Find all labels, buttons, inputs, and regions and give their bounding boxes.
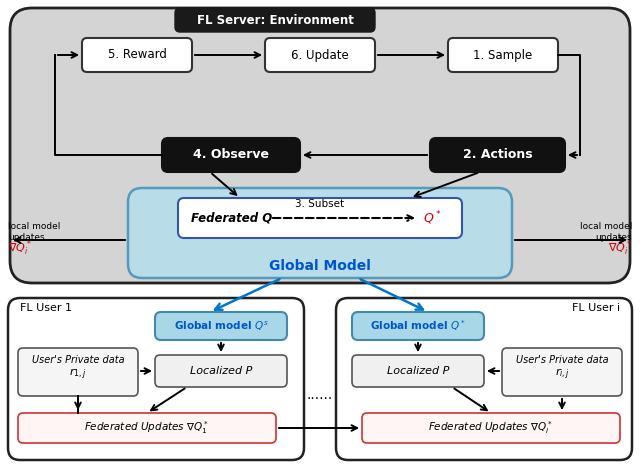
FancyBboxPatch shape xyxy=(82,38,192,72)
Text: $r_{1,j}$: $r_{1,j}$ xyxy=(69,366,87,382)
FancyBboxPatch shape xyxy=(8,298,304,460)
FancyBboxPatch shape xyxy=(18,348,138,396)
Text: ......: ...... xyxy=(307,388,333,402)
FancyBboxPatch shape xyxy=(155,355,287,387)
Text: Global model $Q^*$: Global model $Q^*$ xyxy=(370,319,466,333)
FancyBboxPatch shape xyxy=(155,312,287,340)
FancyBboxPatch shape xyxy=(18,413,276,443)
Text: Localized P: Localized P xyxy=(387,366,449,376)
FancyBboxPatch shape xyxy=(362,413,620,443)
Text: $\nabla Q_i^*$: $\nabla Q_i^*$ xyxy=(608,238,632,258)
Text: $Q^*$: $Q^*$ xyxy=(422,209,442,227)
Text: FL User 1: FL User 1 xyxy=(20,303,72,313)
FancyBboxPatch shape xyxy=(178,198,462,238)
FancyBboxPatch shape xyxy=(352,312,484,340)
Text: 3. Subset: 3. Subset xyxy=(296,199,344,209)
Text: Federated Q: Federated Q xyxy=(191,212,273,225)
Text: $r_{i,j}$: $r_{i,j}$ xyxy=(555,366,570,382)
Text: 4. Observe: 4. Observe xyxy=(193,149,269,162)
Text: FL Server: Environment: FL Server: Environment xyxy=(196,14,353,27)
Text: FL User i: FL User i xyxy=(572,303,620,313)
Text: User's Private data: User's Private data xyxy=(32,355,124,365)
Text: local model
updates: local model updates xyxy=(8,222,60,242)
FancyBboxPatch shape xyxy=(128,188,512,278)
Text: Localized P: Localized P xyxy=(190,366,252,376)
Text: 2. Actions: 2. Actions xyxy=(463,149,532,162)
Text: Global model $Q^s$: Global model $Q^s$ xyxy=(173,319,268,333)
Text: Global Model: Global Model xyxy=(269,259,371,273)
FancyBboxPatch shape xyxy=(265,38,375,72)
Text: Federated Updates $\nabla Q_i^*$: Federated Updates $\nabla Q_i^*$ xyxy=(428,419,554,436)
FancyBboxPatch shape xyxy=(502,348,622,396)
FancyBboxPatch shape xyxy=(352,355,484,387)
FancyBboxPatch shape xyxy=(430,138,565,172)
Text: local model
updates: local model updates xyxy=(580,222,632,242)
FancyBboxPatch shape xyxy=(336,298,632,460)
Text: User's Private data: User's Private data xyxy=(516,355,608,365)
Text: 5. Reward: 5. Reward xyxy=(108,48,166,62)
Text: $\nabla Q_i^*$: $\nabla Q_i^*$ xyxy=(8,238,32,258)
Text: 1. Sample: 1. Sample xyxy=(474,48,532,62)
Text: 6. Update: 6. Update xyxy=(291,48,349,62)
FancyBboxPatch shape xyxy=(162,138,300,172)
FancyBboxPatch shape xyxy=(175,8,375,32)
Text: Federated Updates $\nabla Q_1^*$: Federated Updates $\nabla Q_1^*$ xyxy=(84,419,210,436)
FancyBboxPatch shape xyxy=(10,8,630,283)
FancyBboxPatch shape xyxy=(448,38,558,72)
